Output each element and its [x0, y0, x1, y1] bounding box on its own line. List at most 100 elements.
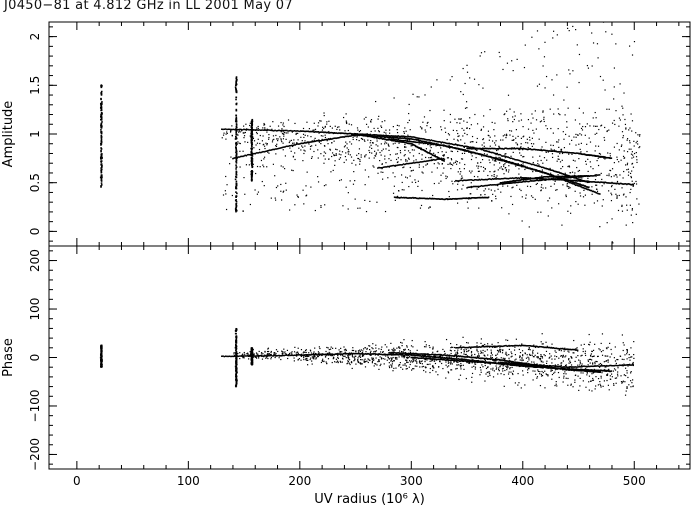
data-point: [418, 143, 420, 145]
data-point: [574, 152, 577, 155]
data-point: [494, 144, 497, 146]
data-point: [235, 142, 237, 145]
data-point: [347, 129, 349, 132]
data-point: [408, 185, 410, 188]
data-point: [539, 155, 541, 157]
data-point: [468, 147, 470, 150]
data-point: [335, 132, 337, 134]
data-point: [304, 142, 307, 144]
data-point: [518, 177, 521, 180]
data-point: [251, 175, 253, 177]
data-point: [473, 147, 476, 150]
data-point: [398, 350, 401, 352]
data-point: [379, 151, 381, 154]
data-point: [235, 123, 238, 125]
data-point: [333, 140, 335, 142]
data-point: [255, 131, 258, 134]
data-point: [540, 190, 542, 192]
data-point: [259, 166, 261, 168]
data-point: [426, 160, 428, 162]
data-point: [563, 350, 565, 352]
data-point: [453, 162, 455, 164]
data-point: [477, 353, 480, 355]
data-point: [403, 163, 406, 166]
data-point: [467, 146, 469, 148]
data-point: [440, 142, 442, 144]
data-point: [360, 154, 362, 156]
data-point: [406, 136, 409, 138]
data-point: [310, 186, 312, 188]
data-point: [587, 188, 590, 191]
data-point: [403, 196, 405, 199]
data-point: [302, 160, 304, 162]
data-point: [304, 150, 306, 152]
data-point: [548, 150, 550, 152]
data-point: [475, 141, 478, 143]
data-point: [621, 204, 623, 206]
data-point: [358, 139, 360, 142]
data-point: [282, 142, 284, 144]
data-point: [540, 341, 542, 343]
data-point: [275, 349, 278, 351]
data-point: [354, 134, 357, 136]
data-point: [418, 166, 420, 168]
data-point: [466, 341, 468, 344]
data-point: [250, 149, 253, 151]
data-point: [250, 176, 253, 178]
data-point: [358, 351, 360, 353]
data-point: [235, 382, 238, 384]
data-point: [398, 190, 400, 192]
data-point: [511, 203, 514, 206]
data-point: [100, 150, 102, 153]
data-point: [390, 136, 392, 139]
data-point: [514, 148, 517, 150]
data-point: [422, 172, 424, 174]
data-point: [326, 121, 328, 123]
data-point: [557, 158, 559, 160]
data-point: [410, 138, 413, 140]
data-point: [626, 348, 628, 351]
data-point: [425, 148, 428, 150]
data-point: [404, 139, 406, 142]
data-point: [567, 151, 570, 154]
data-point: [533, 344, 535, 346]
data-point: [408, 136, 411, 138]
data-point: [392, 370, 394, 372]
data-point: [630, 188, 632, 190]
data-point: [379, 160, 381, 162]
data-point: [504, 147, 506, 149]
data-point: [564, 114, 566, 116]
data-point: [235, 126, 238, 129]
data-point: [524, 148, 527, 150]
data-point: [272, 121, 274, 123]
data-point: [561, 177, 563, 179]
data-point: [404, 137, 406, 139]
data-point: [272, 163, 275, 165]
data-point: [569, 187, 571, 189]
data-point: [418, 137, 420, 140]
data-point: [482, 147, 484, 149]
data-point: [454, 350, 456, 352]
data-point: [261, 129, 263, 131]
data-point: [505, 161, 507, 163]
data-point: [235, 108, 238, 111]
data-point: [547, 215, 549, 217]
data-point: [599, 226, 601, 228]
data-point: [500, 148, 503, 150]
data-point: [486, 179, 488, 181]
data-point: [426, 122, 428, 124]
data-point: [358, 133, 361, 136]
data-point: [522, 181, 524, 183]
data-point: [299, 143, 301, 145]
data-point: [400, 350, 403, 353]
data-point: [364, 366, 367, 368]
data-point: [394, 140, 397, 142]
data-point: [301, 130, 304, 132]
data-point: [476, 152, 479, 155]
data-point: [464, 142, 466, 144]
y-tick-label: 100: [28, 298, 42, 321]
data-point: [545, 150, 547, 152]
data-point: [582, 112, 584, 114]
data-point: [566, 179, 569, 181]
data-point: [506, 147, 508, 150]
